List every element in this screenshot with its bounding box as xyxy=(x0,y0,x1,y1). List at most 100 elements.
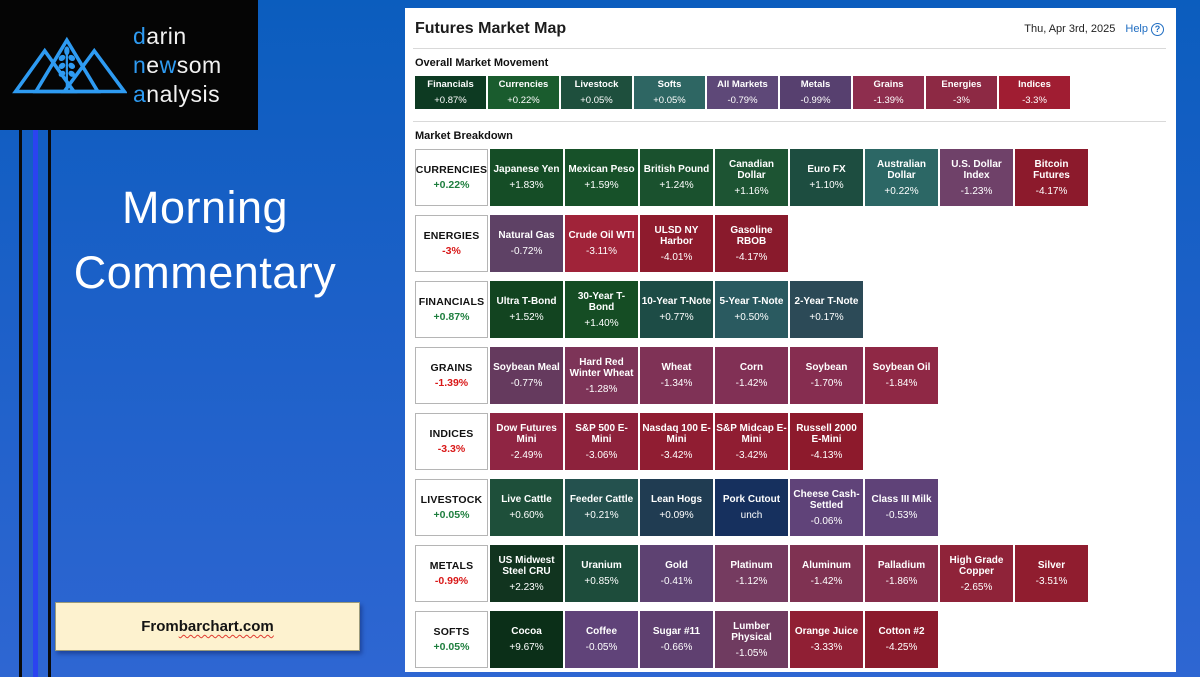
help-question-icon: ? xyxy=(1151,22,1164,36)
market-tile[interactable]: Euro FX +1.10% xyxy=(790,149,863,206)
market-tile[interactable]: Gold -0.41% xyxy=(640,545,713,602)
tile-name: Palladium xyxy=(877,560,926,572)
market-tile[interactable]: Natural Gas -0.72% xyxy=(490,215,563,272)
market-tile[interactable]: 5-Year T-Note +0.50% xyxy=(715,281,788,338)
market-tile[interactable]: Livestock +0.05% xyxy=(561,76,632,109)
tile-name: Bitcoin Futures xyxy=(1033,158,1070,182)
market-tile[interactable]: Ultra T-Bond +1.52% xyxy=(490,281,563,338)
category-label-tile[interactable]: INDICES -3.3% xyxy=(415,413,488,470)
market-tile[interactable]: Indices -3.3% xyxy=(999,76,1070,109)
tile-value: -0.05% xyxy=(585,641,618,653)
tile-value: -3.42% xyxy=(660,449,693,461)
market-tile[interactable]: Nasdaq 100 E-Mini -3.42% xyxy=(640,413,713,470)
tile-name: Hard Red Winter Wheat xyxy=(569,356,634,380)
market-tile[interactable]: Grains -1.39% xyxy=(853,76,924,109)
market-tile[interactable]: Canadian Dollar +1.16% xyxy=(715,149,788,206)
market-tile[interactable]: ULSD NY Harbor -4.01% xyxy=(640,215,713,272)
dna-logo: darin newsom analysis xyxy=(0,0,258,130)
category-label-tile[interactable]: GRAINS -1.39% xyxy=(415,347,488,404)
market-tile[interactable]: U.S. Dollar Index -1.23% xyxy=(940,149,1013,206)
market-tile[interactable]: Pork Cutout unch xyxy=(715,479,788,536)
tile-name: Cheese Cash-Settled xyxy=(793,488,860,512)
market-tile[interactable]: US Midwest Steel CRU +2.23% xyxy=(490,545,563,602)
market-tile[interactable]: Sugar #11 -0.66% xyxy=(640,611,713,668)
tile-name: Gold xyxy=(665,560,688,572)
category-label-tile[interactable]: SOFTS +0.05% xyxy=(415,611,488,668)
market-row: METALS -0.99% US Midwest Steel CRU +2.23… xyxy=(415,545,1166,602)
market-tile[interactable]: Lean Hogs +0.09% xyxy=(640,479,713,536)
tile-value: +1.16% xyxy=(734,185,769,197)
market-tile[interactable]: Crude Oil WTI -3.11% xyxy=(565,215,638,272)
category-label-tile[interactable]: METALS -0.99% xyxy=(415,545,488,602)
market-tile[interactable]: Silver -3.51% xyxy=(1015,545,1088,602)
tile-value: +0.87% xyxy=(434,94,467,106)
help-link[interactable]: Help ? xyxy=(1125,22,1164,36)
tile-value: -4.01% xyxy=(660,251,693,263)
category-label-tile[interactable]: ENERGIES -3% xyxy=(415,215,488,272)
market-tile[interactable]: Cheese Cash-Settled -0.06% xyxy=(790,479,863,536)
category-label-tile[interactable]: CURRENCIES +0.22% xyxy=(415,149,488,206)
market-tile[interactable]: 30-Year T-Bond +1.40% xyxy=(565,281,638,338)
tile-value: -0.72% xyxy=(510,245,543,257)
market-tile[interactable]: Bitcoin Futures -4.17% xyxy=(1015,149,1088,206)
market-tile[interactable]: British Pound +1.24% xyxy=(640,149,713,206)
panel-header: Futures Market Map Thu, Apr 3rd, 2025 He… xyxy=(413,14,1166,46)
market-tile[interactable]: Aluminum -1.42% xyxy=(790,545,863,602)
market-tile[interactable]: S&P 500 E-Mini -3.06% xyxy=(565,413,638,470)
category-name: INDICES xyxy=(429,428,474,440)
market-tile[interactable]: Corn -1.42% xyxy=(715,347,788,404)
source-prefix: From xyxy=(141,618,179,635)
market-tile[interactable]: All Markets -0.79% xyxy=(707,76,778,109)
market-tile[interactable]: S&P Midcap E-Mini -3.42% xyxy=(715,413,788,470)
market-tile[interactable]: Softs +0.05% xyxy=(634,76,705,109)
tile-name: Softs xyxy=(657,79,682,91)
panel-title: Futures Market Map xyxy=(415,20,567,37)
market-tile[interactable]: 2-Year T-Note +0.17% xyxy=(790,281,863,338)
tile-value: -0.06% xyxy=(810,515,843,527)
market-tile[interactable]: Wheat -1.34% xyxy=(640,347,713,404)
category-label-tile[interactable]: FINANCIALS +0.87% xyxy=(415,281,488,338)
tile-value: +0.22% xyxy=(507,94,540,106)
market-tile[interactable]: Cotton #2 -4.25% xyxy=(865,611,938,668)
tile-value: -0.66% xyxy=(660,641,693,653)
market-tile[interactable]: Palladium -1.86% xyxy=(865,545,938,602)
category-change: +0.05% xyxy=(433,509,470,521)
market-tile[interactable]: Australian Dollar +0.22% xyxy=(865,149,938,206)
market-tile[interactable]: Currencies +0.22% xyxy=(488,76,559,109)
market-tile[interactable]: Feeder Cattle +0.21% xyxy=(565,479,638,536)
market-tile[interactable]: Mexican Peso +1.59% xyxy=(565,149,638,206)
market-tile[interactable]: Live Cattle +0.60% xyxy=(490,479,563,536)
market-tile[interactable]: Gasoline RBOB -4.17% xyxy=(715,215,788,272)
market-tile[interactable]: Metals -0.99% xyxy=(780,76,851,109)
market-tile[interactable]: Dow Futures Mini -2.49% xyxy=(490,413,563,470)
market-tile[interactable]: Class III Milk -0.53% xyxy=(865,479,938,536)
tile-value: -2.49% xyxy=(510,449,543,461)
market-tile[interactable]: Lumber Physical -1.05% xyxy=(715,611,788,668)
market-tile[interactable]: Russell 2000 E-Mini -4.13% xyxy=(790,413,863,470)
market-tile[interactable]: Soybean Meal -0.77% xyxy=(490,347,563,404)
market-tile[interactable]: Cocoa +9.67% xyxy=(490,611,563,668)
tile-name: Live Cattle xyxy=(501,494,552,506)
category-label-tile[interactable]: LIVESTOCK +0.05% xyxy=(415,479,488,536)
barchart-link[interactable]: barchart.com xyxy=(178,618,274,635)
market-tile[interactable]: Platinum -1.12% xyxy=(715,545,788,602)
tile-value: -1.42% xyxy=(735,377,768,389)
market-tile[interactable]: Uranium +0.85% xyxy=(565,545,638,602)
market-tile[interactable]: Japanese Yen +1.83% xyxy=(490,149,563,206)
market-tile[interactable]: Energies -3% xyxy=(926,76,997,109)
market-tile[interactable]: Orange Juice -3.33% xyxy=(790,611,863,668)
market-tile[interactable]: Coffee -0.05% xyxy=(565,611,638,668)
market-tile[interactable]: Financials +0.87% xyxy=(415,76,486,109)
market-map-panel: Futures Market Map Thu, Apr 3rd, 2025 He… xyxy=(405,8,1176,672)
tile-value: +0.85% xyxy=(584,575,619,587)
tile-name: Aluminum xyxy=(802,560,851,572)
tile-name: 2-Year T-Note xyxy=(794,296,859,308)
market-tile[interactable]: High Grade Copper -2.65% xyxy=(940,545,1013,602)
market-tile[interactable]: 10-Year T-Note +0.77% xyxy=(640,281,713,338)
category-change: -0.99% xyxy=(434,575,469,587)
tile-name: US Midwest Steel CRU xyxy=(498,554,555,578)
market-tile[interactable]: Soybean Oil -1.84% xyxy=(865,347,938,404)
market-tile[interactable]: Soybean -1.70% xyxy=(790,347,863,404)
tile-value: -4.25% xyxy=(885,641,918,653)
market-tile[interactable]: Hard Red Winter Wheat -1.28% xyxy=(565,347,638,404)
